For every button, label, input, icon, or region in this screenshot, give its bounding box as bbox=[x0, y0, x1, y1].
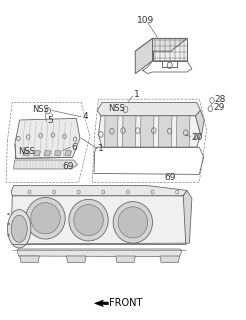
Ellipse shape bbox=[31, 203, 60, 234]
Text: 1: 1 bbox=[134, 90, 140, 99]
Polygon shape bbox=[17, 249, 182, 257]
Polygon shape bbox=[140, 116, 154, 147]
Polygon shape bbox=[20, 256, 39, 262]
Text: 5: 5 bbox=[47, 116, 53, 125]
Polygon shape bbox=[135, 38, 153, 74]
Text: 4: 4 bbox=[82, 112, 88, 121]
Polygon shape bbox=[23, 150, 30, 156]
Ellipse shape bbox=[69, 199, 108, 241]
Polygon shape bbox=[135, 38, 187, 51]
Polygon shape bbox=[11, 186, 187, 196]
Text: FRONT: FRONT bbox=[109, 298, 143, 308]
Polygon shape bbox=[14, 160, 77, 169]
Text: 69: 69 bbox=[165, 173, 176, 182]
Polygon shape bbox=[15, 118, 80, 158]
Text: 6: 6 bbox=[71, 143, 77, 152]
Text: NSS: NSS bbox=[32, 105, 49, 114]
Polygon shape bbox=[44, 150, 51, 156]
Text: 109: 109 bbox=[137, 16, 154, 25]
Ellipse shape bbox=[26, 197, 65, 239]
Polygon shape bbox=[176, 116, 190, 147]
Text: NSS: NSS bbox=[108, 104, 125, 113]
Polygon shape bbox=[65, 150, 72, 156]
Ellipse shape bbox=[74, 204, 103, 236]
Text: 1: 1 bbox=[98, 144, 104, 153]
Polygon shape bbox=[196, 110, 204, 134]
Polygon shape bbox=[160, 256, 180, 262]
Text: NSS: NSS bbox=[18, 147, 35, 156]
Polygon shape bbox=[105, 116, 118, 147]
Polygon shape bbox=[153, 38, 187, 61]
Polygon shape bbox=[34, 150, 41, 156]
Polygon shape bbox=[123, 116, 136, 147]
Text: 69: 69 bbox=[63, 162, 74, 171]
Text: 20: 20 bbox=[191, 133, 203, 142]
Polygon shape bbox=[97, 102, 200, 116]
Polygon shape bbox=[54, 150, 61, 156]
Polygon shape bbox=[158, 116, 172, 147]
Ellipse shape bbox=[113, 202, 153, 243]
Polygon shape bbox=[95, 300, 108, 307]
Ellipse shape bbox=[118, 207, 148, 238]
Polygon shape bbox=[11, 196, 187, 244]
Polygon shape bbox=[116, 256, 135, 262]
Ellipse shape bbox=[8, 210, 31, 248]
Text: 29: 29 bbox=[213, 103, 224, 112]
Text: 28: 28 bbox=[215, 95, 226, 104]
Polygon shape bbox=[98, 116, 200, 147]
Polygon shape bbox=[183, 190, 192, 243]
Ellipse shape bbox=[11, 215, 27, 243]
Polygon shape bbox=[66, 256, 86, 262]
